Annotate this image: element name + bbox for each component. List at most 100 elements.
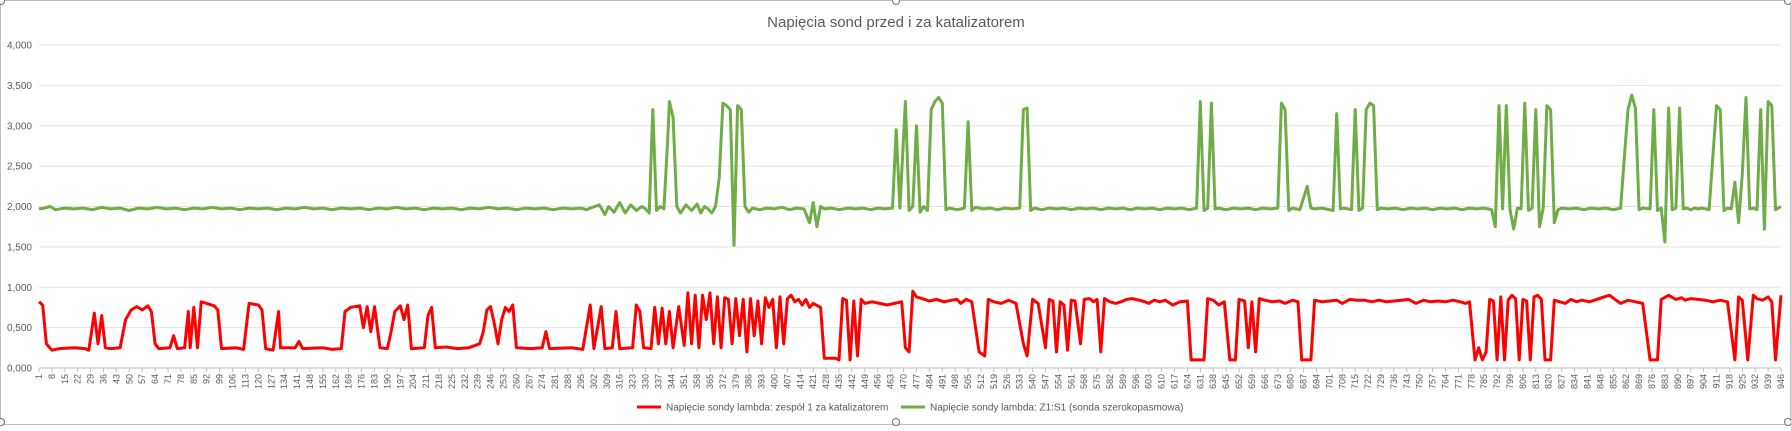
x-tick-label: 890 [1673, 374, 1683, 389]
x-tick-label: 750 [1415, 374, 1425, 389]
x-tick-label: 729 [1376, 374, 1386, 389]
x-tick-label: 183 [369, 374, 379, 389]
x-tick-label: 78 [176, 374, 186, 384]
x-tick-label: 120 [253, 374, 263, 389]
x-tick-label: 295 [576, 374, 586, 389]
x-tick-label: 386 [744, 374, 754, 389]
x-tick-label: 162 [331, 374, 341, 389]
x-tick-label: 344 [666, 374, 676, 389]
x-tick-label: 148 [305, 374, 315, 389]
x-tick-label: 50 [124, 374, 134, 384]
x-tick-label: 477 [911, 374, 921, 389]
x-tick-label: 848 [1595, 374, 1605, 389]
x-tick-label: 176 [357, 374, 367, 389]
x-tick-label: 792 [1492, 374, 1502, 389]
x-tick-label: 911 [1711, 374, 1721, 388]
x-tick-label: 29 [86, 374, 96, 384]
x-tick-label: 267 [524, 374, 534, 389]
x-tick-label: 652 [1234, 374, 1244, 389]
x-tick-label: 281 [550, 374, 560, 389]
chart-title: Napięcia sond przed i za katalizatorem [767, 14, 1025, 31]
x-tick-label: 876 [1647, 374, 1657, 389]
x-tick-label: 687 [1299, 374, 1309, 389]
x-tick-label: 106 [228, 374, 238, 389]
x-tick-label: 694 [1311, 374, 1321, 389]
x-tick-label: 505 [963, 374, 973, 389]
x-tick-label: 491 [937, 374, 947, 389]
y-tick-label: 1,000 [7, 283, 32, 294]
x-tick-label: 932 [1750, 374, 1760, 389]
resize-handle-top-center[interactable] [892, 0, 900, 5]
x-tick-label: 393 [757, 374, 767, 389]
x-tick-label: 141 [292, 374, 302, 389]
x-tick-label: 680 [1286, 374, 1296, 389]
x-tick-label: 883 [1660, 374, 1670, 389]
x-tick-label: 463 [886, 374, 896, 389]
legend-label: Napięcie sondy lambda: Z1:S1 (sonda szer… [930, 403, 1183, 414]
x-tick-label: 330 [640, 374, 650, 389]
x-tick-label: 533 [1015, 374, 1025, 389]
x-tick-label: 708 [1337, 374, 1347, 389]
y-axis: 0,000 0,500 1,000 1,500 2,000 2,500 3,000 3,500… [7, 41, 32, 375]
x-axis: 1 8 15 22 29 36 43 50 57 64 71 78 85 92 99 106 113 120 127… [34, 368, 1786, 389]
x-tick-label: 855 [1608, 374, 1618, 389]
x-tick-label: 918 [1724, 374, 1734, 389]
y-tick-label: 0,000 [7, 364, 32, 375]
x-tick-label: 92 [202, 374, 212, 384]
x-tick-label: 561 [1066, 374, 1076, 389]
x-tick-label: 225 [447, 374, 457, 389]
x-tick-label: 316 [615, 374, 625, 389]
x-tick-label: 302 [589, 374, 599, 389]
x-tick-label: 603 [1144, 374, 1154, 389]
y-tick-label: 2,000 [7, 202, 32, 213]
x-tick-label: 834 [1570, 374, 1580, 389]
x-tick-label: 736 [1389, 374, 1399, 389]
legend: Napięcie sondy lambda: zespół 1 za katal… [637, 403, 1183, 414]
x-tick-label: 414 [795, 374, 805, 389]
x-tick-label: 22 [73, 374, 83, 384]
x-tick-label: 246 [486, 374, 496, 389]
x-tick-label: 204 [408, 374, 418, 389]
legend-item-1[interactable]: Napięcie sondy lambda: zespół 1 za katal… [637, 403, 888, 414]
x-tick-label: 435 [834, 374, 844, 389]
x-tick-label: 351 [679, 374, 689, 389]
x-tick-label: 155 [318, 374, 328, 389]
x-tick-label: 190 [382, 374, 392, 389]
legend-item-2[interactable]: Napięcie sondy lambda: Z1:S1 (sonda szer… [901, 403, 1183, 414]
x-tick-label: 113 [240, 374, 250, 388]
x-tick-label: 939 [1763, 374, 1773, 389]
x-tick-label: 8 [47, 374, 57, 379]
x-tick-label: 540 [1028, 374, 1038, 389]
resize-handle-top-right[interactable] [1784, 0, 1791, 5]
x-tick-label: 715 [1350, 374, 1360, 389]
x-tick-label: 596 [1131, 374, 1141, 389]
x-tick-label: 470 [899, 374, 909, 389]
x-tick-label: 421 [808, 374, 818, 389]
x-tick-label: 575 [1092, 374, 1102, 389]
x-tick-label: 869 [1634, 374, 1644, 389]
x-tick-label: 99 [215, 374, 225, 384]
x-tick-label: 624 [1182, 374, 1192, 389]
x-tick-label: 15 [60, 374, 70, 384]
x-tick-label: 820 [1544, 374, 1554, 389]
x-tick-label: 372 [718, 374, 728, 389]
x-tick-label: 456 [873, 374, 883, 389]
x-tick-label: 365 [705, 374, 715, 389]
x-tick-label: 568 [1079, 374, 1089, 389]
x-tick-label: 631 [1195, 374, 1205, 389]
x-tick-label: 764 [1441, 374, 1451, 389]
x-tick-label: 582 [1105, 374, 1115, 389]
x-tick-label: 85 [189, 374, 199, 384]
resize-handle-top-left[interactable] [0, 0, 5, 5]
x-tick-label: 862 [1621, 374, 1631, 389]
x-tick-label: 400 [770, 374, 780, 389]
x-tick-label: 638 [1208, 374, 1218, 389]
x-tick-label: 701 [1324, 374, 1334, 389]
x-tick-label: 526 [1002, 374, 1012, 389]
x-tick-label: 407 [782, 374, 792, 389]
x-tick-label: 841 [1582, 374, 1592, 389]
x-tick-label: 253 [499, 374, 509, 389]
x-tick-label: 778 [1466, 374, 1476, 389]
